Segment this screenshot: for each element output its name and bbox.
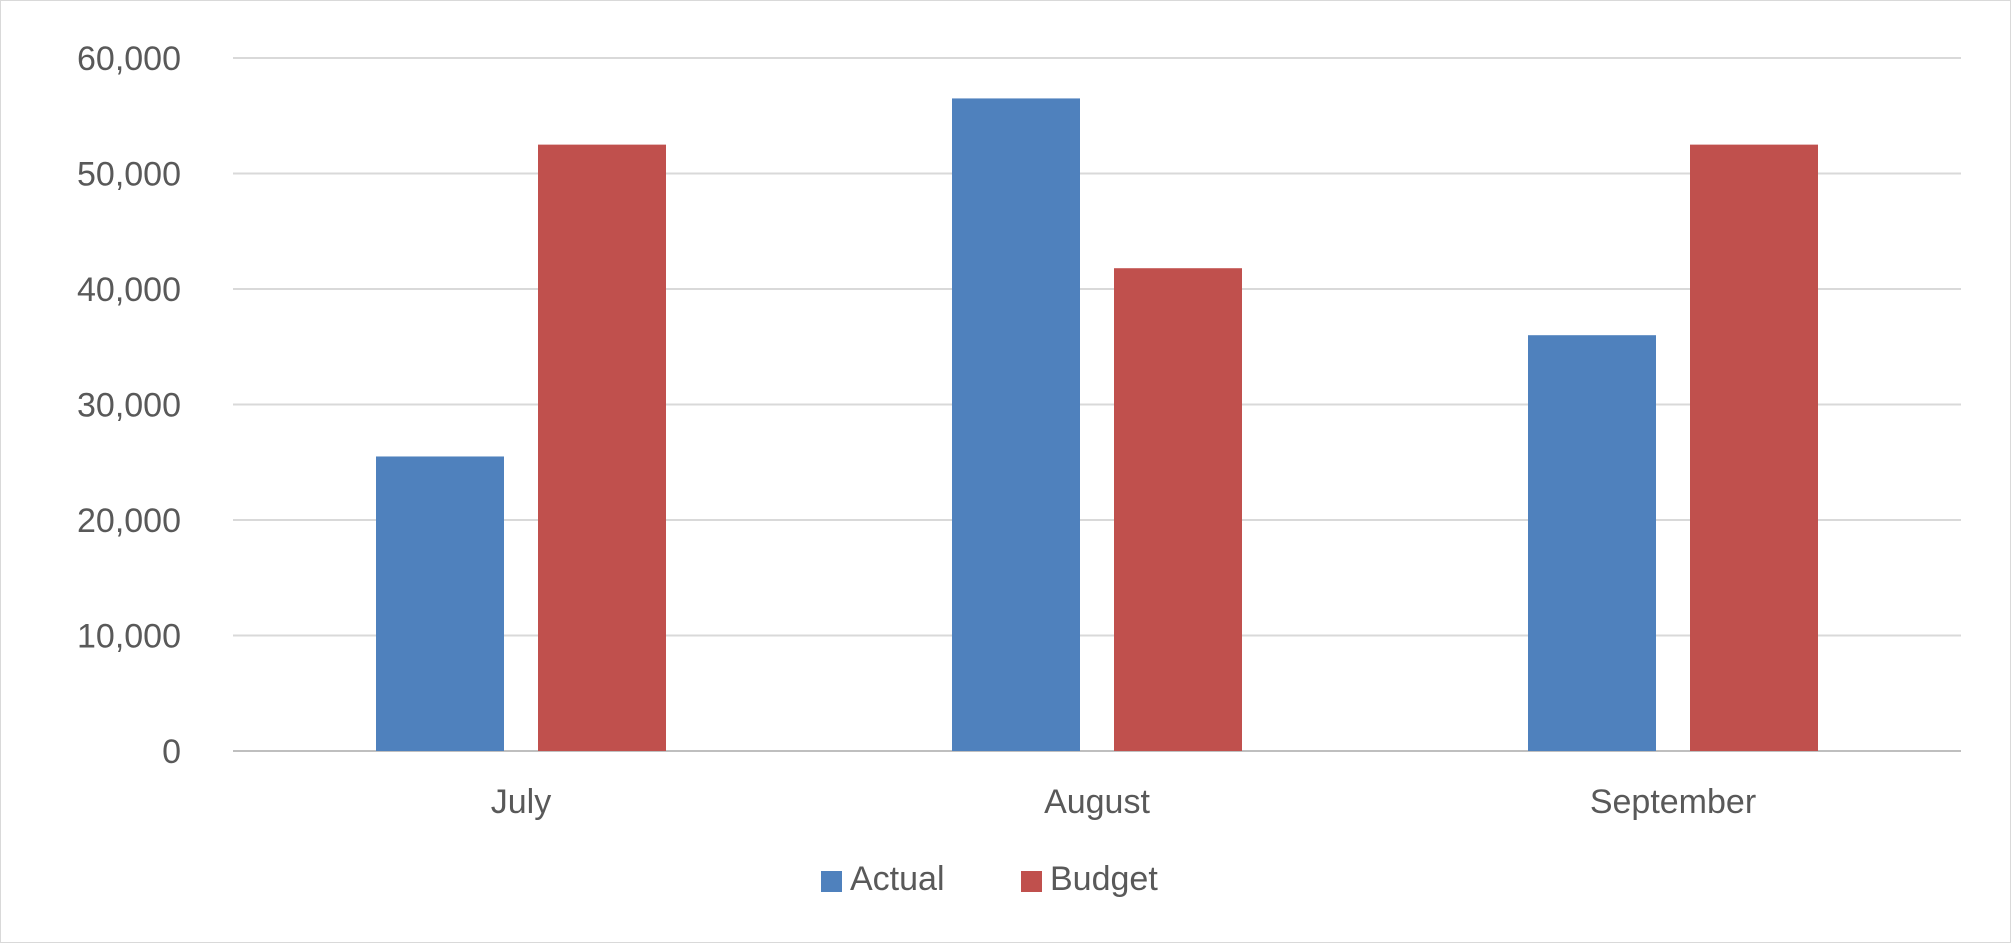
legend-swatch-actual (821, 871, 842, 892)
bars (376, 98, 1818, 752)
bar-budget-september (1690, 144, 1818, 751)
x-category-label: September (1590, 783, 1756, 821)
x-category-label: July (491, 783, 551, 821)
legend-swatch-budget (1021, 871, 1042, 892)
y-tick-label: 60,000 (77, 40, 181, 78)
legend-label-budget: Budget (1050, 860, 1158, 898)
y-tick-label: 50,000 (77, 156, 181, 194)
bar-budget-august (1114, 268, 1242, 751)
y-tick-label: 40,000 (77, 271, 181, 309)
y-axis-tick-labels: 0 10,000 20,000 30,000 40,000 50,000 60,000 (77, 40, 181, 771)
y-tick-label: 0 (162, 733, 181, 771)
y-tick-label: 20,000 (77, 502, 181, 540)
gridlines (233, 57, 1961, 752)
bar-budget-july (538, 144, 666, 751)
legend-label-actual: Actual (850, 860, 945, 898)
bar-actual-september (1528, 335, 1656, 751)
legend: Actual Budget (821, 860, 1158, 898)
x-category-label: August (1044, 783, 1150, 821)
x-axis-category-labels: July August September (491, 783, 1756, 821)
bar-actual-august (952, 98, 1080, 752)
y-tick-label: 30,000 (77, 387, 181, 425)
y-tick-label: 10,000 (77, 618, 181, 656)
bar-actual-july (376, 456, 504, 751)
